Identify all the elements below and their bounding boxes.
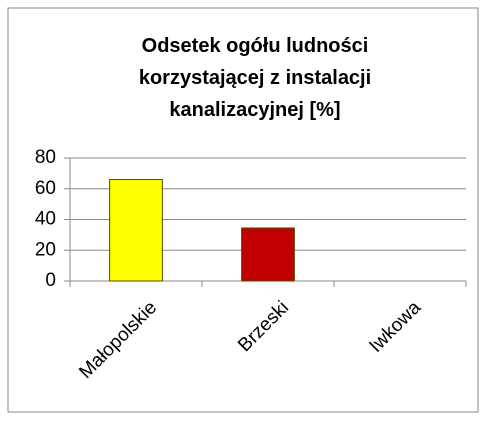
y-tick-label: 40 bbox=[35, 209, 56, 230]
y-tick-label: 80 bbox=[35, 147, 56, 168]
chart-title: Odsetek ogółu ludności korzystającej z i… bbox=[138, 35, 372, 121]
y-tick-label: 20 bbox=[35, 239, 56, 260]
bar bbox=[241, 227, 295, 282]
y-tick-label: 0 bbox=[45, 270, 56, 291]
bar bbox=[109, 179, 163, 282]
y-tick-label: 60 bbox=[35, 178, 56, 199]
chart-frame bbox=[7, 7, 479, 413]
